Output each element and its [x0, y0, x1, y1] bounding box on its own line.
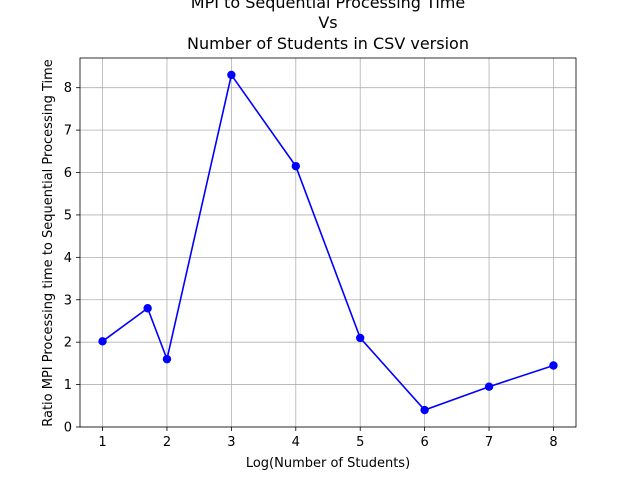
- x-tick-label: 8: [549, 435, 557, 450]
- data-point: [98, 337, 107, 346]
- x-tick-label: 2: [163, 435, 171, 450]
- axes: 1 2 3 4 5 6 7 8 0 1 2 3 4 5 6 7 8: [64, 57, 577, 450]
- chart-title-line-1: MPI to Sequential Processing Time: [191, 0, 465, 12]
- y-tick-label: 4: [64, 251, 72, 266]
- y-tick-label: 7: [64, 124, 72, 139]
- data-point: [549, 361, 558, 370]
- y-axis-label: Ratio MPI Processing time to Sequential …: [41, 59, 56, 427]
- data-point: [356, 333, 365, 343]
- y-tick-label: 1: [64, 378, 72, 393]
- y-tick-label: 2: [64, 336, 72, 351]
- y-tick-label: 8: [64, 81, 72, 96]
- x-tick-label: 6: [420, 435, 428, 450]
- y-tick-label: 6: [64, 166, 72, 181]
- x-axis-label: Log(Number of Students): [246, 456, 410, 471]
- x-tick-label: 4: [292, 435, 300, 450]
- grid: [80, 58, 576, 428]
- chart-title-line-3: Number of Students in CSV version: [187, 34, 469, 53]
- y-tick-label: 3: [64, 293, 72, 308]
- y-tick-label: 5: [64, 208, 72, 223]
- x-tick-label: 1: [98, 435, 106, 450]
- data-point: [143, 304, 152, 313]
- chart-title-line-2: Vs: [318, 13, 337, 32]
- series-layer: [98, 70, 558, 415]
- x-tick-label: 7: [485, 435, 493, 450]
- data-point: [291, 161, 300, 171]
- y-tick-label: 0: [64, 421, 72, 436]
- x-tick-label: 3: [227, 435, 235, 450]
- data-point: [484, 382, 494, 391]
- data-point: [420, 405, 429, 415]
- chart-title: MPI to Sequential Processing Time Vs Num…: [187, 0, 469, 53]
- data-point: [162, 354, 172, 364]
- x-tick-label: 5: [356, 435, 364, 450]
- plot-frame: [79, 57, 577, 428]
- data-point: [227, 70, 236, 80]
